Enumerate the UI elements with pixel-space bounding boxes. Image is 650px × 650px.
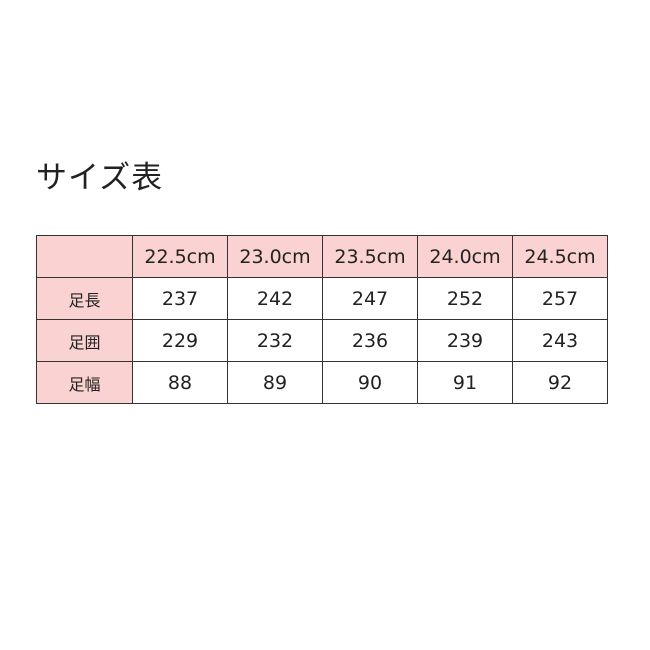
row-header: 足長 (36, 277, 133, 320)
header-row: 22.5cm 23.0cm 23.5cm 24.0cm 24.5cm (36, 235, 608, 278)
table-cell: 88 (132, 361, 228, 404)
table-cell: 89 (227, 361, 323, 404)
table-cell: 236 (322, 319, 418, 362)
table-cell: 90 (322, 361, 418, 404)
column-header: 23.0cm (227, 235, 323, 278)
column-header: 22.5cm (132, 235, 228, 278)
table-cell: 239 (417, 319, 513, 362)
table-row: 足幅 88 89 90 91 92 (36, 361, 608, 404)
table-cell: 243 (512, 319, 608, 362)
column-header: 24.5cm (512, 235, 608, 278)
column-header: 23.5cm (322, 235, 418, 278)
column-header: 24.0cm (417, 235, 513, 278)
table-cell: 92 (512, 361, 608, 404)
table-cell: 242 (227, 277, 323, 320)
row-header: 足幅 (36, 361, 133, 404)
table-cell: 237 (132, 277, 228, 320)
row-header: 足囲 (36, 319, 133, 362)
table-cell: 257 (512, 277, 608, 320)
page-title: サイズ表 (36, 160, 164, 196)
corner-cell (36, 235, 133, 278)
table-cell: 229 (132, 319, 228, 362)
size-table: 22.5cm 23.0cm 23.5cm 24.0cm 24.5cm 足長 237 242 24… (36, 235, 608, 404)
table-row: 足囲 229 232 236 239 243 (36, 319, 608, 362)
table-row: 足長 237 242 247 252 257 (36, 277, 608, 320)
table-cell: 91 (417, 361, 513, 404)
table-cell: 252 (417, 277, 513, 320)
table-cell: 247 (322, 277, 418, 320)
table-cell: 232 (227, 319, 323, 362)
